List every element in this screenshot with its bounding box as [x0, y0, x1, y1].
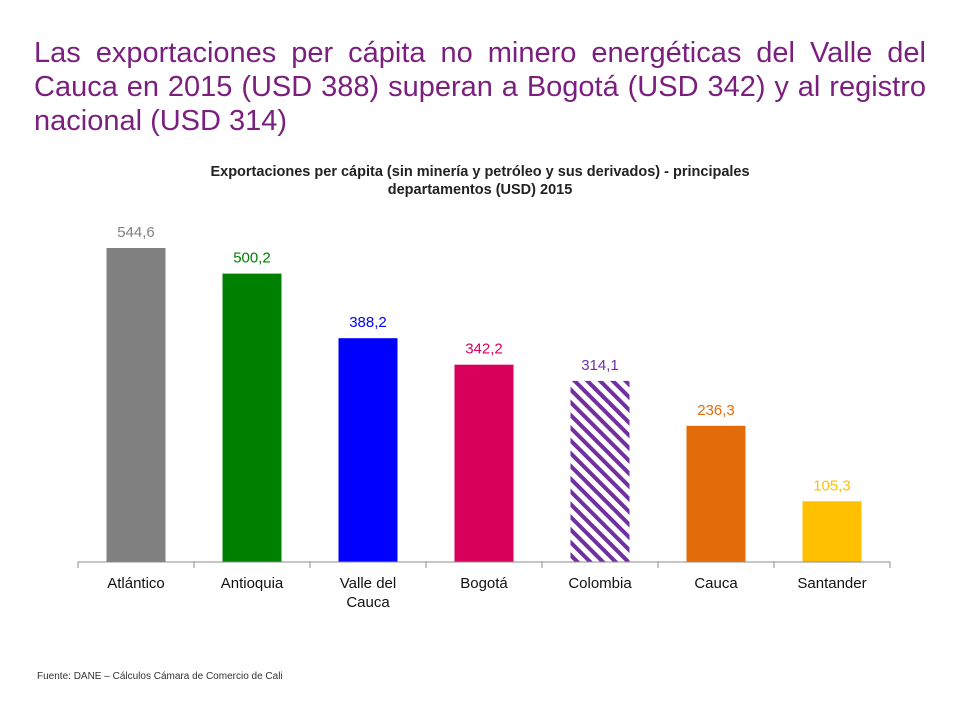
- slide-headline: Las exportaciones per cápita no minero e…: [34, 37, 926, 138]
- category-labels-layer: Atlántico Antioquia Valle del Cauca Bogotá Co…: [107, 575, 866, 611]
- source-note: Fuente: DANE – Cálculos Cámara de Comerc…: [37, 671, 283, 682]
- category-tick-line: Cauca: [346, 594, 390, 611]
- x-axis: [77, 561, 891, 568]
- category-tick-label: Atlántico: [107, 575, 165, 592]
- category-tick-label: Bogotá: [460, 575, 508, 592]
- bar-valle-del-cauca: [338, 338, 398, 562]
- bar-bogotá: [454, 364, 514, 562]
- bars-layer: [106, 248, 862, 562]
- category-tick-label: Colombia: [568, 575, 632, 592]
- chart-title: Exportaciones per cápita (sin minería y …: [80, 163, 880, 199]
- bar-cauca: [686, 425, 746, 562]
- value-labels-layer: 544,6 500,2 388,2 342,2 314,1 236,3 105,3: [117, 224, 851, 494]
- bar-colombia: [570, 380, 630, 562]
- category-tick-line: Bogotá: [460, 575, 508, 592]
- chart-title-line-2: departamentos (USD) 2015: [387, 182, 573, 199]
- category-tick-line: Colombia: [568, 575, 632, 592]
- bar-atlántico: [106, 248, 166, 562]
- chart-title-line-1: Exportaciones per cápita (sin minería y …: [210, 164, 750, 180]
- bar-santander: [802, 501, 862, 562]
- value-label: 105,3: [813, 477, 851, 494]
- category-tick-label: Santander: [797, 575, 866, 592]
- value-label: 314,1: [581, 357, 619, 374]
- value-label: 544,6: [117, 224, 155, 241]
- category-tick-label: Antioquia: [221, 575, 284, 592]
- bar-antioquia: [222, 273, 282, 562]
- category-tick-label: Valle del Cauca: [340, 575, 396, 611]
- category-tick-line: Cauca: [694, 575, 738, 592]
- category-tick-line: Valle del: [340, 575, 396, 592]
- value-label: 342,2: [465, 341, 503, 358]
- category-tick-line: Antioquia: [221, 575, 284, 592]
- category-tick-line: Santander: [797, 575, 866, 592]
- value-label: 236,3: [697, 402, 735, 419]
- category-tick-line: Atlántico: [107, 575, 165, 592]
- category-tick-label: Cauca: [694, 575, 738, 592]
- value-label: 500,2: [233, 250, 271, 267]
- value-label: 388,2: [349, 314, 387, 331]
